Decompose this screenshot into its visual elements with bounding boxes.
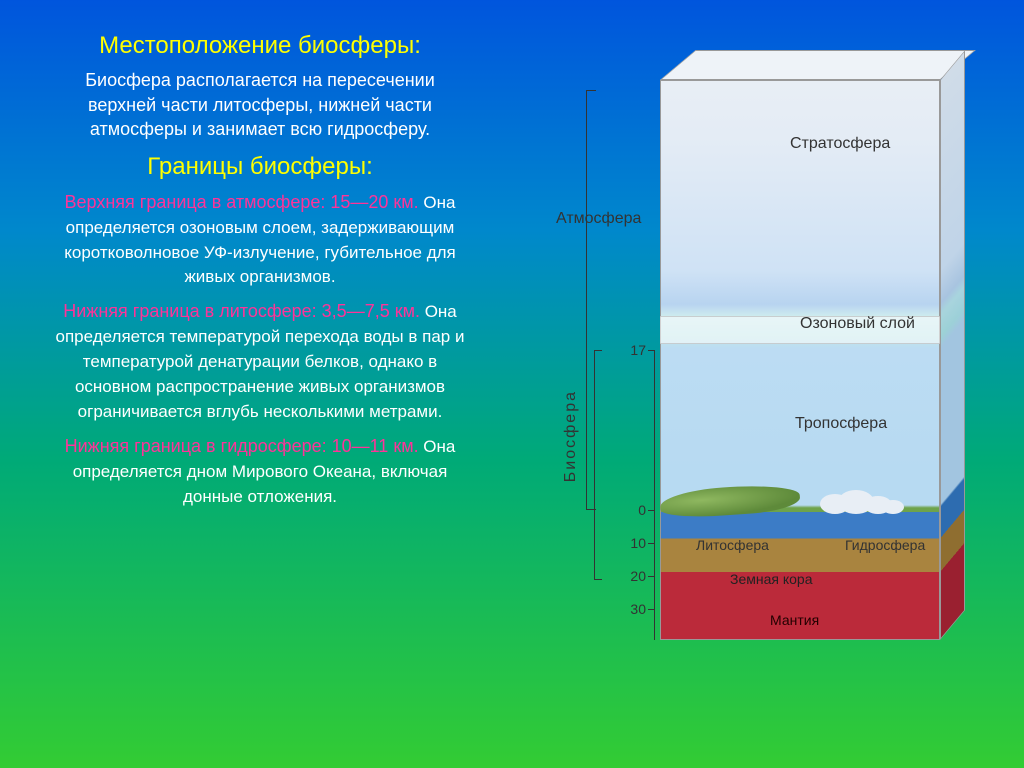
tick	[648, 350, 654, 351]
scale-0: 0	[616, 502, 646, 518]
diagram: Стратосфера Озоновый слой Тропосфера Лит…	[620, 50, 1000, 670]
cube-side-face	[940, 50, 965, 640]
label-mantle: Мантия	[770, 612, 819, 628]
tick	[648, 510, 654, 511]
label-atmosphere: Атмосфера	[556, 210, 641, 228]
label-biosphere: Биосфера	[562, 390, 580, 482]
para-hydrosphere: Нижняя граница в гидросфере: 10—11 км. О…	[50, 434, 470, 509]
biosphere-bracket	[594, 350, 602, 580]
text-panel: Местоположение биосферы: Биосфера распол…	[0, 0, 490, 768]
earth-layers-cube: Стратосфера Озоновый слой Тропосфера Лит…	[620, 50, 980, 650]
subhead-hydrosphere: Нижняя граница в гидросфере: 10—11 км.	[65, 436, 419, 456]
cube-front-face	[660, 80, 940, 640]
cube-top-face	[660, 50, 976, 80]
title-boundaries: Границы биосферы:	[50, 151, 470, 183]
title-location: Местоположение биосферы:	[50, 30, 470, 62]
cloud-icon	[882, 500, 904, 514]
scale-20: 20	[616, 568, 646, 584]
para-atmosphere: Верхняя граница в атмосфере: 15—20 км. О…	[50, 190, 470, 290]
label-lithosphere: Литосфера	[696, 537, 769, 553]
label-ozone: Озоновый слой	[800, 315, 915, 333]
para-lithosphere: Нижняя граница в литосфере: 3,5—7,5 км. …	[50, 299, 470, 424]
scale-30: 30	[616, 601, 646, 617]
scale-10: 10	[616, 535, 646, 551]
label-crust: Земная кора	[730, 571, 813, 587]
label-hydrosphere: Гидросфера	[845, 537, 925, 553]
tick	[648, 609, 654, 610]
scale-17: 17	[616, 342, 646, 358]
scale-line	[654, 350, 655, 640]
label-stratosphere: Стратосфера	[790, 135, 890, 153]
diagram-panel: Стратосфера Озоновый слой Тропосфера Лит…	[490, 0, 1024, 768]
tick	[648, 576, 654, 577]
subhead-atmosphere: Верхняя граница в атмосфере: 15—20 км.	[65, 192, 419, 212]
clouds	[820, 490, 910, 516]
desc-location: Биосфера располагается на пересечении ве…	[50, 68, 470, 141]
subhead-lithosphere: Нижняя граница в литосфере: 3,5—7,5 км.	[63, 301, 420, 321]
label-troposphere: Тропосфера	[795, 415, 887, 433]
tick	[648, 543, 654, 544]
